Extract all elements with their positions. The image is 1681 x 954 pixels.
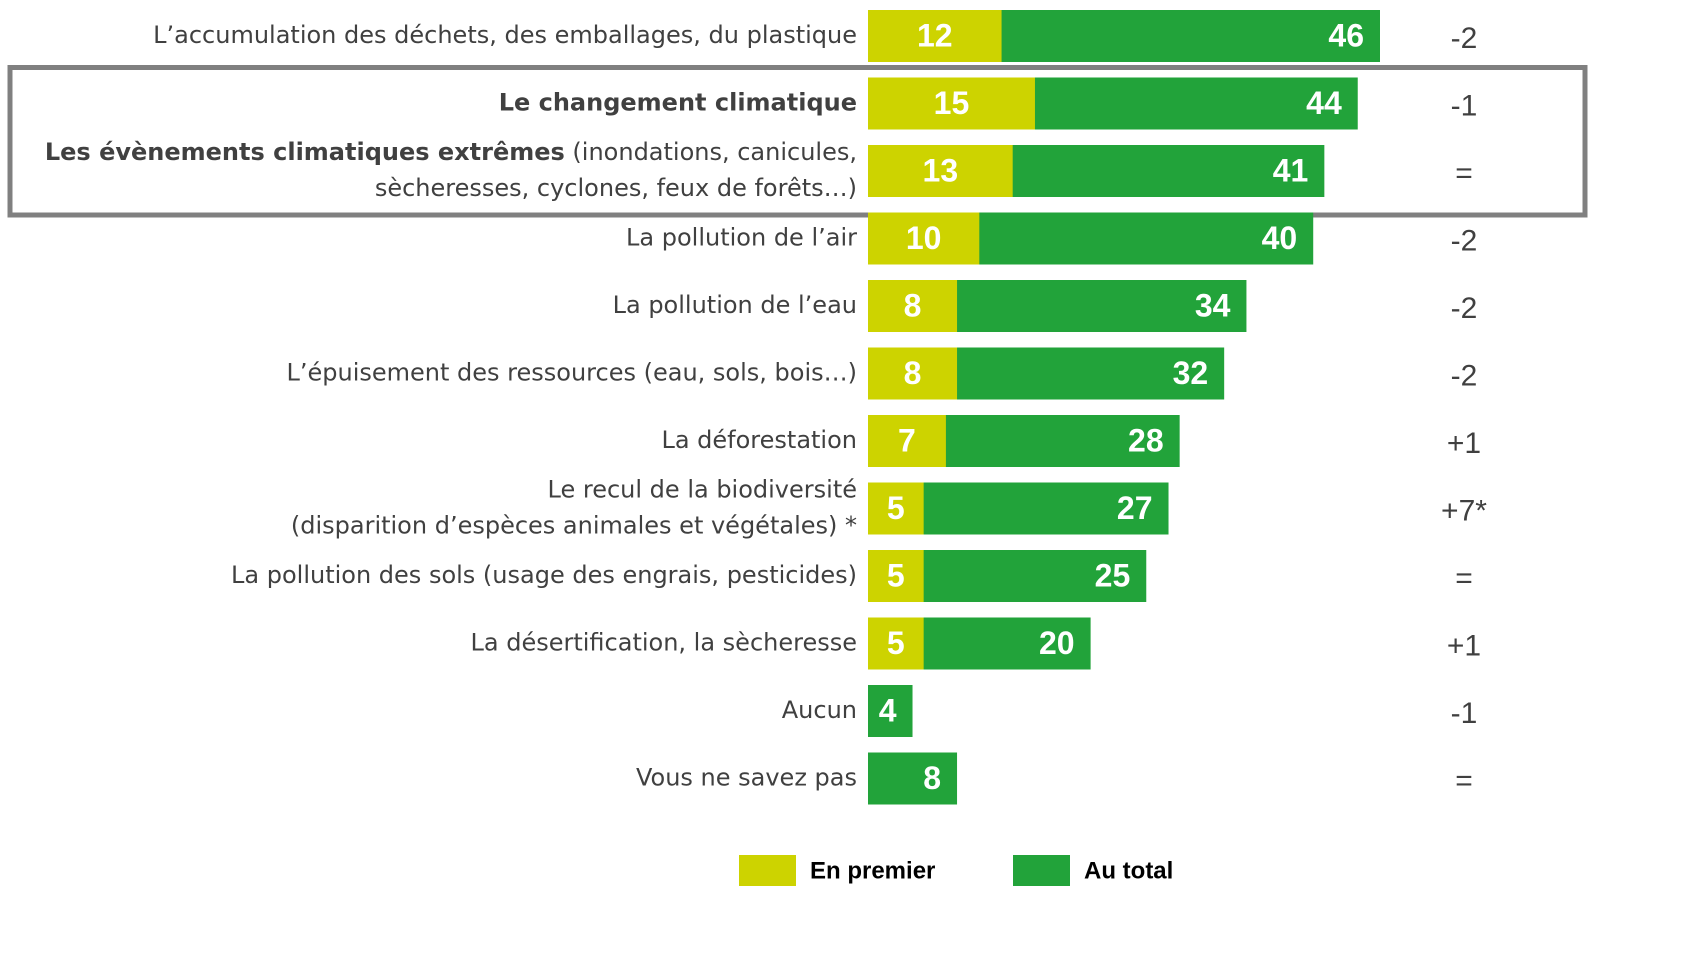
category-label: La pollution de l’air [626,224,857,252]
category-label: La désertification, la sècheresse [471,629,858,657]
value-label: 10 [906,220,942,256]
label-segment: La déforestation [661,426,857,454]
value-label: 8 [904,287,922,323]
bar [868,212,980,265]
change-label: -2 [1451,22,1478,55]
label-segment: Les évènements climatiques extrêmes [45,138,565,166]
highlight-box [7,65,1588,218]
category-label: La pollution des sols (usage des engrais… [231,561,857,589]
value-label: 5 [887,490,905,526]
label-segment: L’épuisement des ressources (eau, sols, … [287,359,858,387]
label-segment: (disparition d’espèces animales et végét… [291,512,857,540]
change-label: -2 [1451,292,1478,325]
bar [868,685,913,737]
value-label: 7 [898,422,916,458]
label-segment: Le recul de la biodiversité [548,476,857,504]
category-label: Aucun [782,696,857,724]
change-label: -2 [1451,359,1478,392]
bar [868,10,1002,62]
change-label: = [1455,764,1473,797]
category-label: Vous ne savez pas [636,764,857,792]
category-label: L’accumulation des déchets, des emballag… [153,21,857,49]
change-label: -1 [1451,89,1478,122]
bar [868,482,924,535]
label-segment: Vous ne savez pas [636,764,857,792]
bar [868,617,924,670]
label-segment: La pollution des sols (usage des engrais… [231,561,857,589]
legend-swatch [1013,855,1070,886]
label-segment: (inondations, canicules, [565,138,857,166]
category-label: sècheresses, cyclones, feux de forêts…) [375,174,857,202]
value-label: 12 [917,17,953,53]
category-label: La déforestation [661,426,857,454]
value-label: 25 [1095,557,1131,593]
value-label: 34 [1195,287,1231,323]
value-label: 8 [904,355,922,391]
change-label: +1 [1447,427,1481,460]
change-label: +1 [1447,629,1481,662]
category-label: Le recul de la biodiversité [548,476,857,504]
value-label: 46 [1328,17,1364,53]
value-label: 15 [934,85,970,121]
value-label: 40 [1262,220,1298,256]
value-label: 20 [1039,625,1075,661]
label-segment: La désertification, la sècheresse [471,629,858,657]
change-label: = [1455,562,1473,595]
change-label: -1 [1451,697,1478,730]
category-label: (disparition d’espèces animales et végét… [291,512,857,540]
value-label: 27 [1117,490,1153,526]
bar [868,280,958,332]
label-segment: L’accumulation des déchets, des emballag… [153,21,857,49]
label-segment: La pollution de l’air [626,224,857,252]
label-segment: Aucun [782,696,857,724]
value-label: 13 [923,152,959,188]
value-label: 5 [887,557,905,593]
change-label: -2 [1451,224,1478,257]
legend-label: Au total [1084,857,1173,884]
value-label: 5 [887,625,905,661]
category-label: Le changement climatique [499,89,857,117]
legend-label: En premier [810,857,935,884]
value-label: 44 [1306,85,1342,121]
change-label: +7* [1441,494,1487,527]
bar [868,145,1013,197]
value-label: 8 [923,760,941,796]
value-label: 32 [1173,355,1209,391]
label-segment: sècheresses, cyclones, feux de forêts…) [375,174,857,202]
label-segment: La pollution de l’eau [613,291,857,319]
bar [868,77,1035,130]
label-segment: Le changement climatique [499,89,857,117]
bar [868,415,946,467]
category-label: L’épuisement des ressources (eau, sols, … [287,359,858,387]
bar [868,347,958,400]
value-label: 28 [1128,422,1164,458]
legend-swatch [739,855,796,886]
bar [868,752,958,805]
category-label: La pollution de l’eau [613,291,857,319]
bar [868,550,924,602]
category-label: Les évènements climatiques extrêmes (ino… [45,138,857,166]
change-label: = [1455,157,1473,190]
value-label: 4 [879,692,897,728]
value-label: 41 [1273,152,1309,188]
